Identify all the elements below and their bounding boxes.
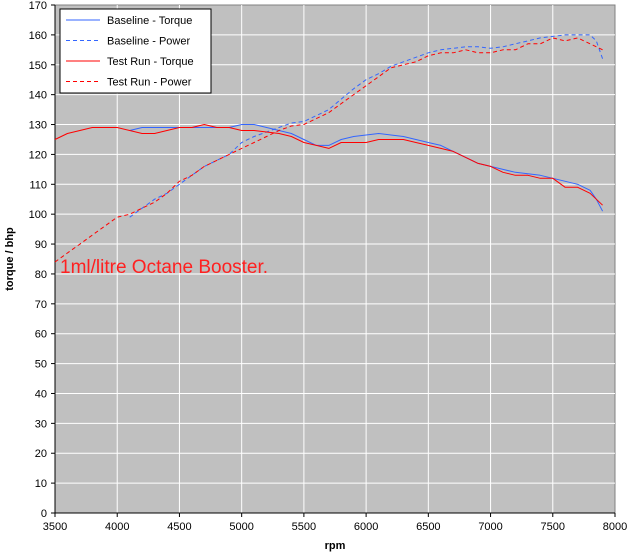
x-axis-tick-labels: 3500 4000 4500 5000 5500 6000 6500 7000 7500 8000: [43, 512, 627, 533]
y-tick-label: 20: [35, 448, 47, 460]
y-tick-label: 130: [29, 120, 47, 132]
x-axis-label: rpm: [325, 540, 346, 552]
legend: Baseline - Torque Baseline - Power Test Ru…: [59, 8, 212, 94]
y-tick-label: 170: [29, 0, 47, 12]
series-line-baseline-torque: [129, 124, 604, 212]
y-tick-label: 140: [29, 90, 47, 102]
x-tick-label: 5500: [292, 521, 316, 533]
y-tick-label: 30: [35, 418, 47, 430]
y-tick-label: 80: [35, 269, 47, 281]
x-tick-label: 8000: [603, 521, 627, 533]
y-tick-label: 10: [35, 478, 47, 490]
y-tick-label: 90: [35, 239, 47, 251]
x-tick-label: 7000: [478, 521, 502, 533]
x-tick-label: 5000: [229, 521, 253, 533]
legend-box: [59, 8, 212, 94]
x-tick-label: 6000: [354, 521, 378, 533]
y-tick-label: 120: [29, 149, 47, 161]
x-tick-label: 3500: [43, 521, 67, 533]
y-tick-label: 50: [35, 359, 47, 371]
y-tick-label: 150: [29, 60, 47, 72]
y-tick-label: 100: [29, 209, 47, 221]
legend-label: Test Run - Torque: [107, 56, 194, 68]
series-line-baseline-power: [129, 34, 604, 218]
y-tick-label: 40: [35, 388, 47, 400]
y-tick-label: 160: [29, 30, 47, 42]
series-group: [54, 34, 604, 263]
series-line-test-run-torque: [54, 124, 603, 206]
legend-label: Test Run - Power: [107, 77, 192, 89]
y-axis-tick-labels: 0 10 20 30 40 50 60 70 80 90 100 110 120 130 140 150 160…: [29, 0, 56, 520]
y-tick-label: 0: [41, 508, 47, 520]
x-tick-label: 6500: [416, 521, 440, 533]
x-tick-label: 7500: [541, 521, 565, 533]
legend-label: Baseline - Power: [107, 36, 190, 48]
legend-label: Baseline - Torque: [107, 15, 192, 27]
y-axis-label: torque / bhp: [4, 227, 16, 291]
y-tick-label: 70: [35, 299, 47, 311]
chart-annotation: 1ml/litre Octane Booster.: [60, 257, 268, 278]
x-tick-label: 4000: [105, 521, 129, 533]
series-line-test-run-power: [54, 37, 603, 263]
x-tick-label: 4500: [167, 521, 191, 533]
y-tick-label: 60: [35, 329, 47, 341]
y-tick-label: 110: [29, 179, 47, 191]
